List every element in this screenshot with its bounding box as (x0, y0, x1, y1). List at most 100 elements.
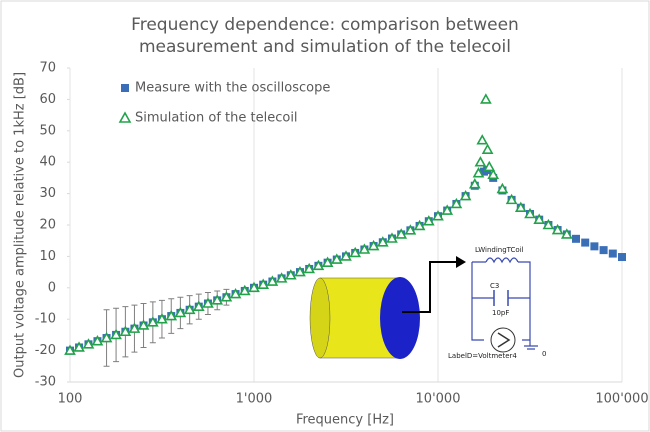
triangle-point (257, 278, 270, 289)
triangle-point (220, 291, 233, 302)
inset-label: 0 (542, 350, 546, 358)
triangle-point (358, 243, 371, 254)
square-point (581, 238, 590, 247)
square-point (608, 249, 617, 258)
legend-marker (118, 111, 132, 123)
triangle-point (202, 297, 214, 308)
chart-title: Frequency dependence: comparison between… (131, 15, 519, 57)
triangle-point (248, 281, 260, 293)
triangle-point (73, 341, 85, 352)
triangle-point (542, 218, 555, 230)
triangle-point (496, 182, 509, 194)
triangle-point (100, 331, 113, 343)
triangle-point (211, 294, 224, 305)
triangle-point (284, 269, 297, 280)
triangle-point (275, 272, 288, 283)
y-tick-label: -20 (35, 343, 56, 358)
triangle-point (229, 287, 242, 299)
triangle-point (472, 167, 485, 178)
triangle-point (413, 219, 426, 231)
triangle-point (514, 201, 527, 213)
triangle-point (156, 313, 168, 324)
triangle-point (468, 178, 481, 189)
y-tick-label: 30 (39, 186, 56, 201)
x-tick-label: 100'000 (595, 392, 648, 407)
square-point (618, 253, 626, 262)
y-tick-label: -10 (35, 312, 56, 327)
inset-label: LWindingTCoil (475, 246, 524, 254)
x-tick-label: 1'000 (236, 392, 273, 407)
triangle-point (524, 207, 536, 219)
triangle-point (266, 275, 279, 286)
triangle-point (450, 197, 463, 209)
cylinder-face (380, 277, 420, 359)
triangle-point (404, 224, 417, 235)
inset-label: C3 (490, 282, 499, 290)
triangle-point (481, 143, 494, 154)
inset: LWindingTCoil C3 10pF LabelD=Voltmeter4 0 (309, 246, 546, 360)
x-tick-label: 10'000 (416, 392, 461, 407)
triangle-point (483, 160, 496, 172)
y-axis-label: Output voltage amplitude relative to 1kH… (13, 72, 28, 378)
coil (485, 257, 519, 264)
triangle-point (110, 328, 122, 340)
voltmeter-sign (497, 332, 511, 348)
triangle-point (474, 156, 487, 167)
circuit (471, 261, 538, 350)
triangle-point (459, 189, 472, 201)
inset-label: LabelD=Voltmeter4 (448, 352, 517, 360)
triangle-point (303, 262, 316, 274)
triangle-point (340, 250, 352, 261)
triangle-point (174, 306, 187, 318)
triangle-point (551, 223, 564, 235)
triangle-point (441, 204, 454, 215)
arrow (402, 261, 458, 313)
square-point (599, 246, 608, 255)
triangle-point (476, 134, 489, 145)
triangle-point (479, 93, 492, 104)
triangle-point (376, 236, 389, 247)
triangle-point (560, 228, 573, 239)
square-point (590, 242, 599, 251)
square-point (571, 234, 580, 243)
triangle-point (238, 284, 251, 296)
cylinder-back (309, 277, 331, 359)
y-tick-label: 50 (39, 123, 56, 138)
triangle-point (312, 259, 325, 271)
triangle-point (192, 300, 205, 311)
triangle-point (349, 246, 362, 258)
y-tick-label: -30 (35, 375, 56, 390)
legend-label: Measure with the oscilloscope (135, 81, 330, 96)
triangle-point (386, 232, 398, 243)
triangle-point (422, 215, 435, 226)
triangle-point (395, 228, 408, 239)
triangle-point (432, 210, 444, 221)
y-tick-label: 40 (39, 155, 56, 170)
triangle-point (505, 193, 518, 205)
y-tick-label: 10 (39, 249, 56, 264)
y-tick-label: 70 (39, 61, 56, 76)
triangle-point (330, 253, 343, 264)
triangle-point (64, 344, 76, 355)
triangle-point (146, 316, 159, 327)
legend-label: Simulation of the telecoil (135, 111, 298, 126)
triangle-point (183, 303, 196, 315)
y-tick-label: 20 (39, 218, 56, 233)
triangle-point (119, 325, 132, 337)
triangle-point (533, 213, 546, 224)
arrow-head (456, 256, 466, 268)
y-tick-label: 0 (48, 280, 56, 295)
triangle-point (165, 309, 178, 321)
triangle-point (487, 168, 500, 180)
triangle-point (137, 319, 150, 330)
triangle-point (294, 265, 306, 277)
triangle-point (91, 335, 104, 346)
voltmeter (490, 327, 516, 353)
triangle-point (321, 256, 334, 267)
triangle-point (367, 239, 380, 251)
capacitor (493, 290, 509, 306)
triangle-point (128, 322, 141, 333)
